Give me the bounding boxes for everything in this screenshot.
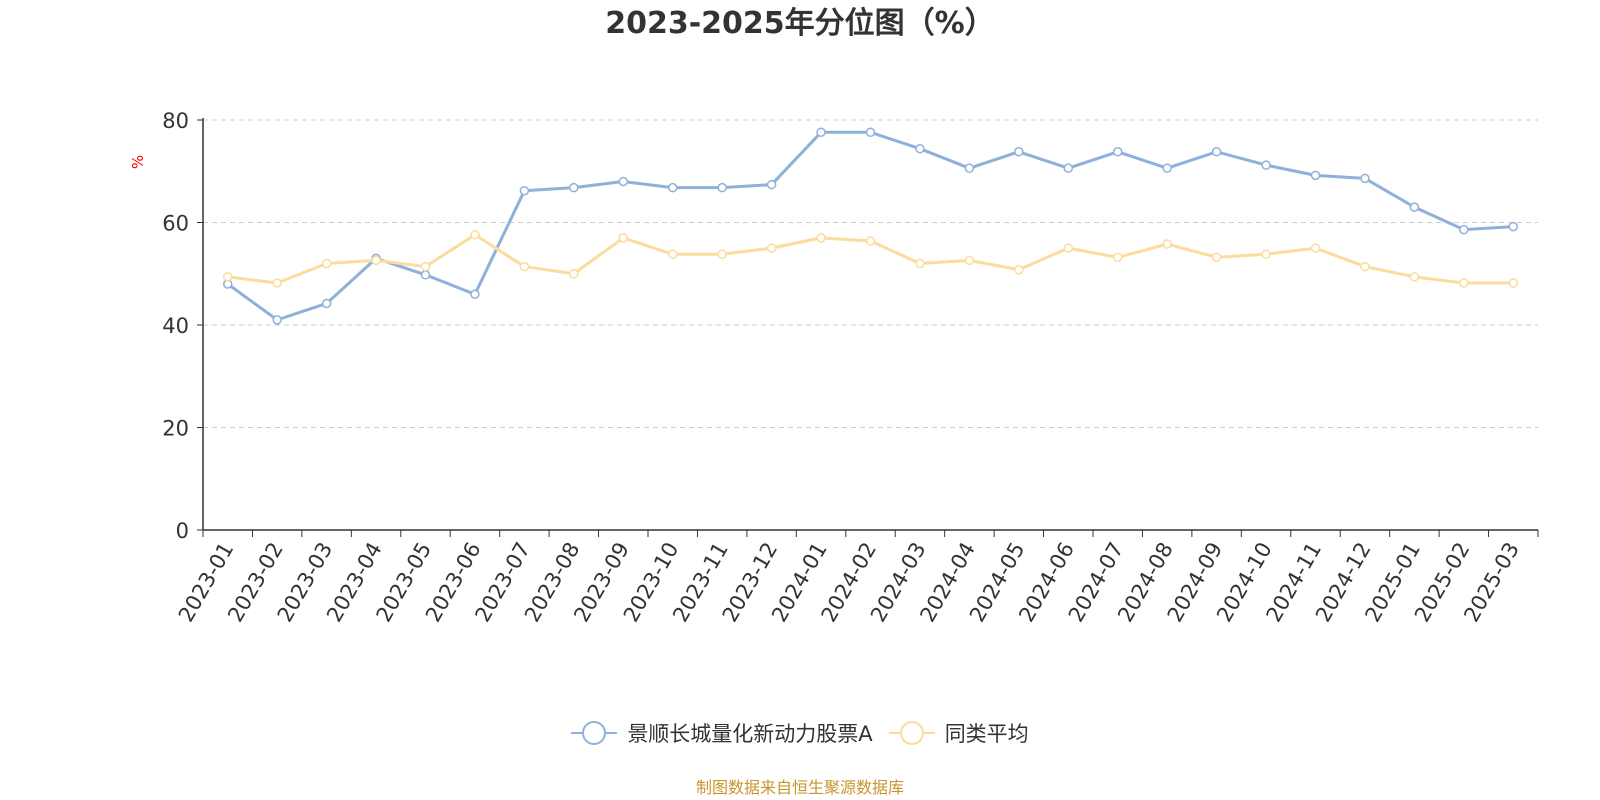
y-tick-label: 40 [162, 314, 189, 338]
legend-label-series-a: 景顺长城量化新动力股票A [627, 722, 873, 746]
data-point-series-0[interactable] [915, 143, 925, 154]
source-note: 制图数据来自恒生聚源数据库 [695, 778, 904, 797]
data-point-series-0[interactable] [1409, 202, 1420, 212]
data-point-series-0[interactable] [1162, 163, 1172, 173]
data-point-series-1[interactable] [1112, 252, 1123, 263]
data-point-series-1[interactable] [1211, 252, 1222, 263]
grid-lines [203, 119, 1538, 428]
data-point-series-1[interactable] [1162, 239, 1172, 249]
data-point-series-1[interactable] [569, 269, 579, 279]
data-point-series-0[interactable] [519, 185, 530, 196]
data-point-series-1[interactable] [1360, 261, 1370, 272]
data-point-series-0[interactable] [1360, 173, 1370, 184]
data-point-series-1[interactable] [865, 236, 876, 246]
legend-label-series-b: 同类平均 [944, 722, 1029, 746]
data-point-series-1[interactable] [667, 249, 678, 260]
data-point-series-0[interactable] [1261, 160, 1271, 170]
legend-marker-series-a [571, 721, 618, 745]
y-tick-label: 0 [176, 519, 189, 543]
data-point-series-1[interactable] [1508, 278, 1519, 288]
data-point-series-1[interactable] [1261, 249, 1271, 260]
data-point-series-0[interactable] [1508, 221, 1519, 232]
y-tick-label: 80 [162, 109, 189, 133]
y-tick-label: 60 [162, 212, 189, 236]
data-point-series-0[interactable] [964, 163, 975, 173]
data-point-series-0[interactable] [816, 127, 826, 138]
data-point-series-0[interactable] [1112, 147, 1123, 157]
data-point-series-1[interactable] [470, 230, 480, 240]
data-point-series-0[interactable] [717, 182, 727, 193]
data-point-series-0[interactable] [470, 289, 480, 299]
data-point-series-1[interactable] [1409, 272, 1420, 282]
axes [197, 118, 1539, 537]
data-point-series-0[interactable] [1211, 147, 1222, 157]
data-point-series-1[interactable] [915, 258, 925, 269]
data-point-series-0[interactable] [766, 179, 777, 190]
data-point-series-0[interactable] [618, 176, 629, 187]
data-point-series-0[interactable] [321, 298, 332, 309]
series-lines [226, 130, 1514, 322]
data-point-series-1[interactable] [766, 243, 777, 253]
data-point-series-1[interactable] [1014, 264, 1024, 275]
data-point-series-1[interactable] [420, 261, 431, 272]
data-point-series-1[interactable] [371, 255, 381, 266]
series-points [222, 127, 1519, 325]
data-point-series-0[interactable] [569, 182, 579, 193]
chart-title: 2023-2025年分位图（%） [605, 6, 995, 41]
x-tick-labels: 2023-012023-022023-032023-042023-052023-… [174, 538, 1524, 626]
data-point-series-1[interactable] [519, 261, 530, 272]
legend: 景顺长城量化新动力股票A 同类平均 [0, 718, 1600, 748]
data-point-series-0[interactable] [1310, 170, 1321, 181]
y-tick-label: 20 [162, 417, 189, 441]
data-point-series-0[interactable] [420, 270, 431, 280]
data-point-series-0[interactable] [1459, 224, 1469, 235]
data-point-series-1[interactable] [222, 272, 233, 282]
data-point-series-1[interactable] [964, 255, 975, 266]
series-line-0 [226, 130, 1514, 322]
data-point-series-1[interactable] [1310, 243, 1321, 253]
data-point-series-0[interactable] [1063, 163, 1074, 173]
data-point-series-1[interactable] [816, 233, 826, 243]
data-point-series-1[interactable] [717, 249, 727, 260]
data-point-series-1[interactable] [321, 258, 332, 269]
legend-item-series-a[interactable]: 景顺长城量化新动力股票A [571, 718, 873, 748]
data-point-series-0[interactable] [272, 315, 282, 325]
data-point-series-0[interactable] [865, 127, 876, 138]
data-point-series-1[interactable] [1063, 243, 1074, 253]
legend-marker-series-b [888, 721, 935, 745]
data-point-series-0[interactable] [667, 182, 678, 193]
legend-item-series-b[interactable]: 同类平均 [888, 718, 1029, 748]
y-tick-labels: 0 20 40 60 80 [162, 109, 189, 543]
data-point-series-1[interactable] [1459, 278, 1469, 288]
data-point-series-0[interactable] [1014, 147, 1024, 157]
data-point-series-1[interactable] [272, 278, 282, 288]
data-point-series-1[interactable] [618, 233, 629, 243]
y-axis-title: % [129, 155, 147, 169]
